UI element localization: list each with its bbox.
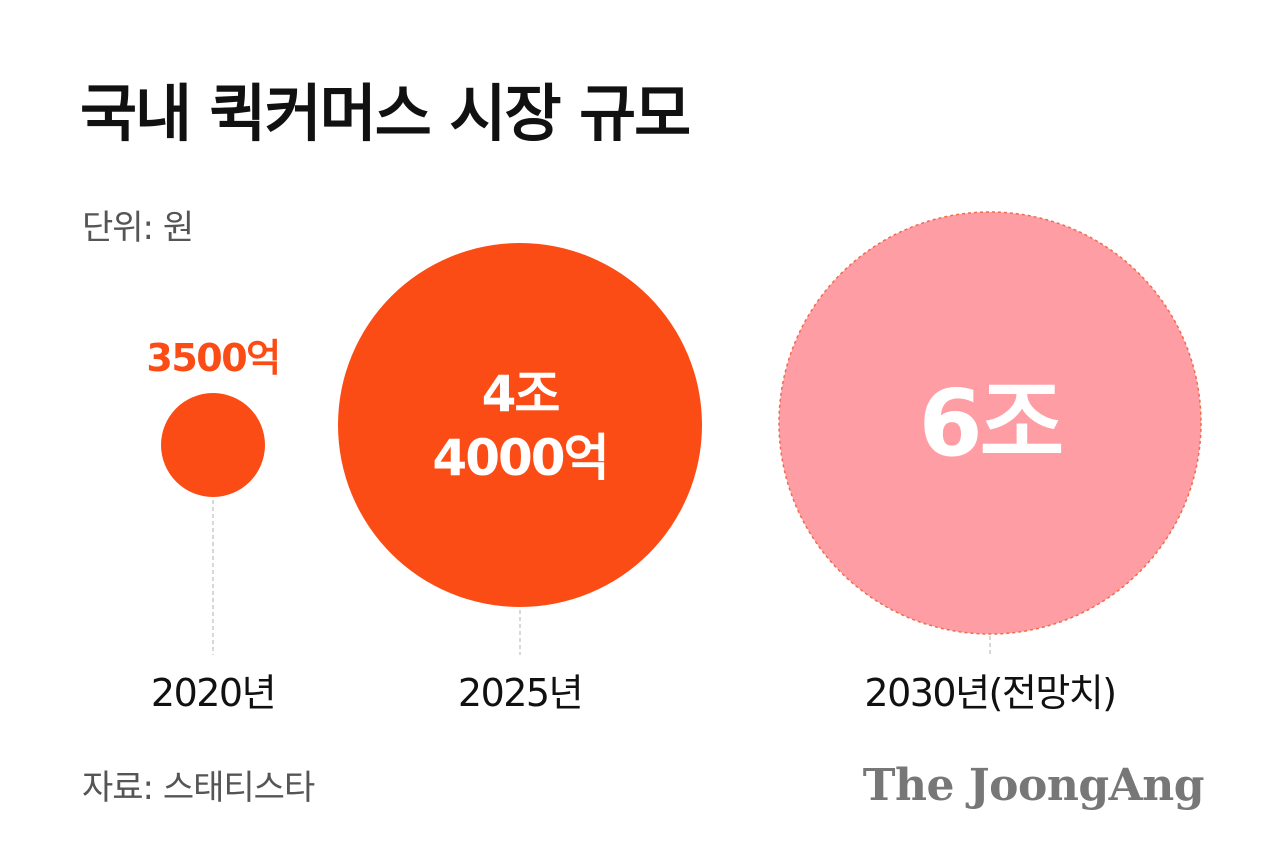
category-labels: 2020년 2025년 2030년(전망치) (151, 671, 1117, 715)
publisher-logo: The JoongAng (862, 760, 1205, 811)
category-label-0: 2020년 (151, 671, 275, 715)
unit-label: 단위: 원 (82, 208, 194, 248)
bubbles (161, 211, 1202, 635)
value-label-0: 3500억 (146, 336, 279, 380)
bubble-0 (161, 393, 265, 497)
value-label-2: 6조 (919, 370, 1062, 477)
guide-lines (212, 500, 991, 655)
category-label-1: 2025년 (458, 671, 582, 715)
bubble-1 (338, 243, 702, 607)
chart-title: 국내 퀵커머스 시장 규모 (80, 77, 691, 150)
category-label-2: 2030년(전망치) (864, 671, 1115, 715)
bubble-2 (778, 211, 1202, 635)
value-label-1-0: 4조 (482, 365, 560, 423)
source-note: 자료: 스태티스타 (82, 768, 315, 808)
value-labels: 3500억 4조 4000억 6조 (146, 336, 1064, 487)
value-label-1-1: 4000억 (432, 429, 607, 487)
